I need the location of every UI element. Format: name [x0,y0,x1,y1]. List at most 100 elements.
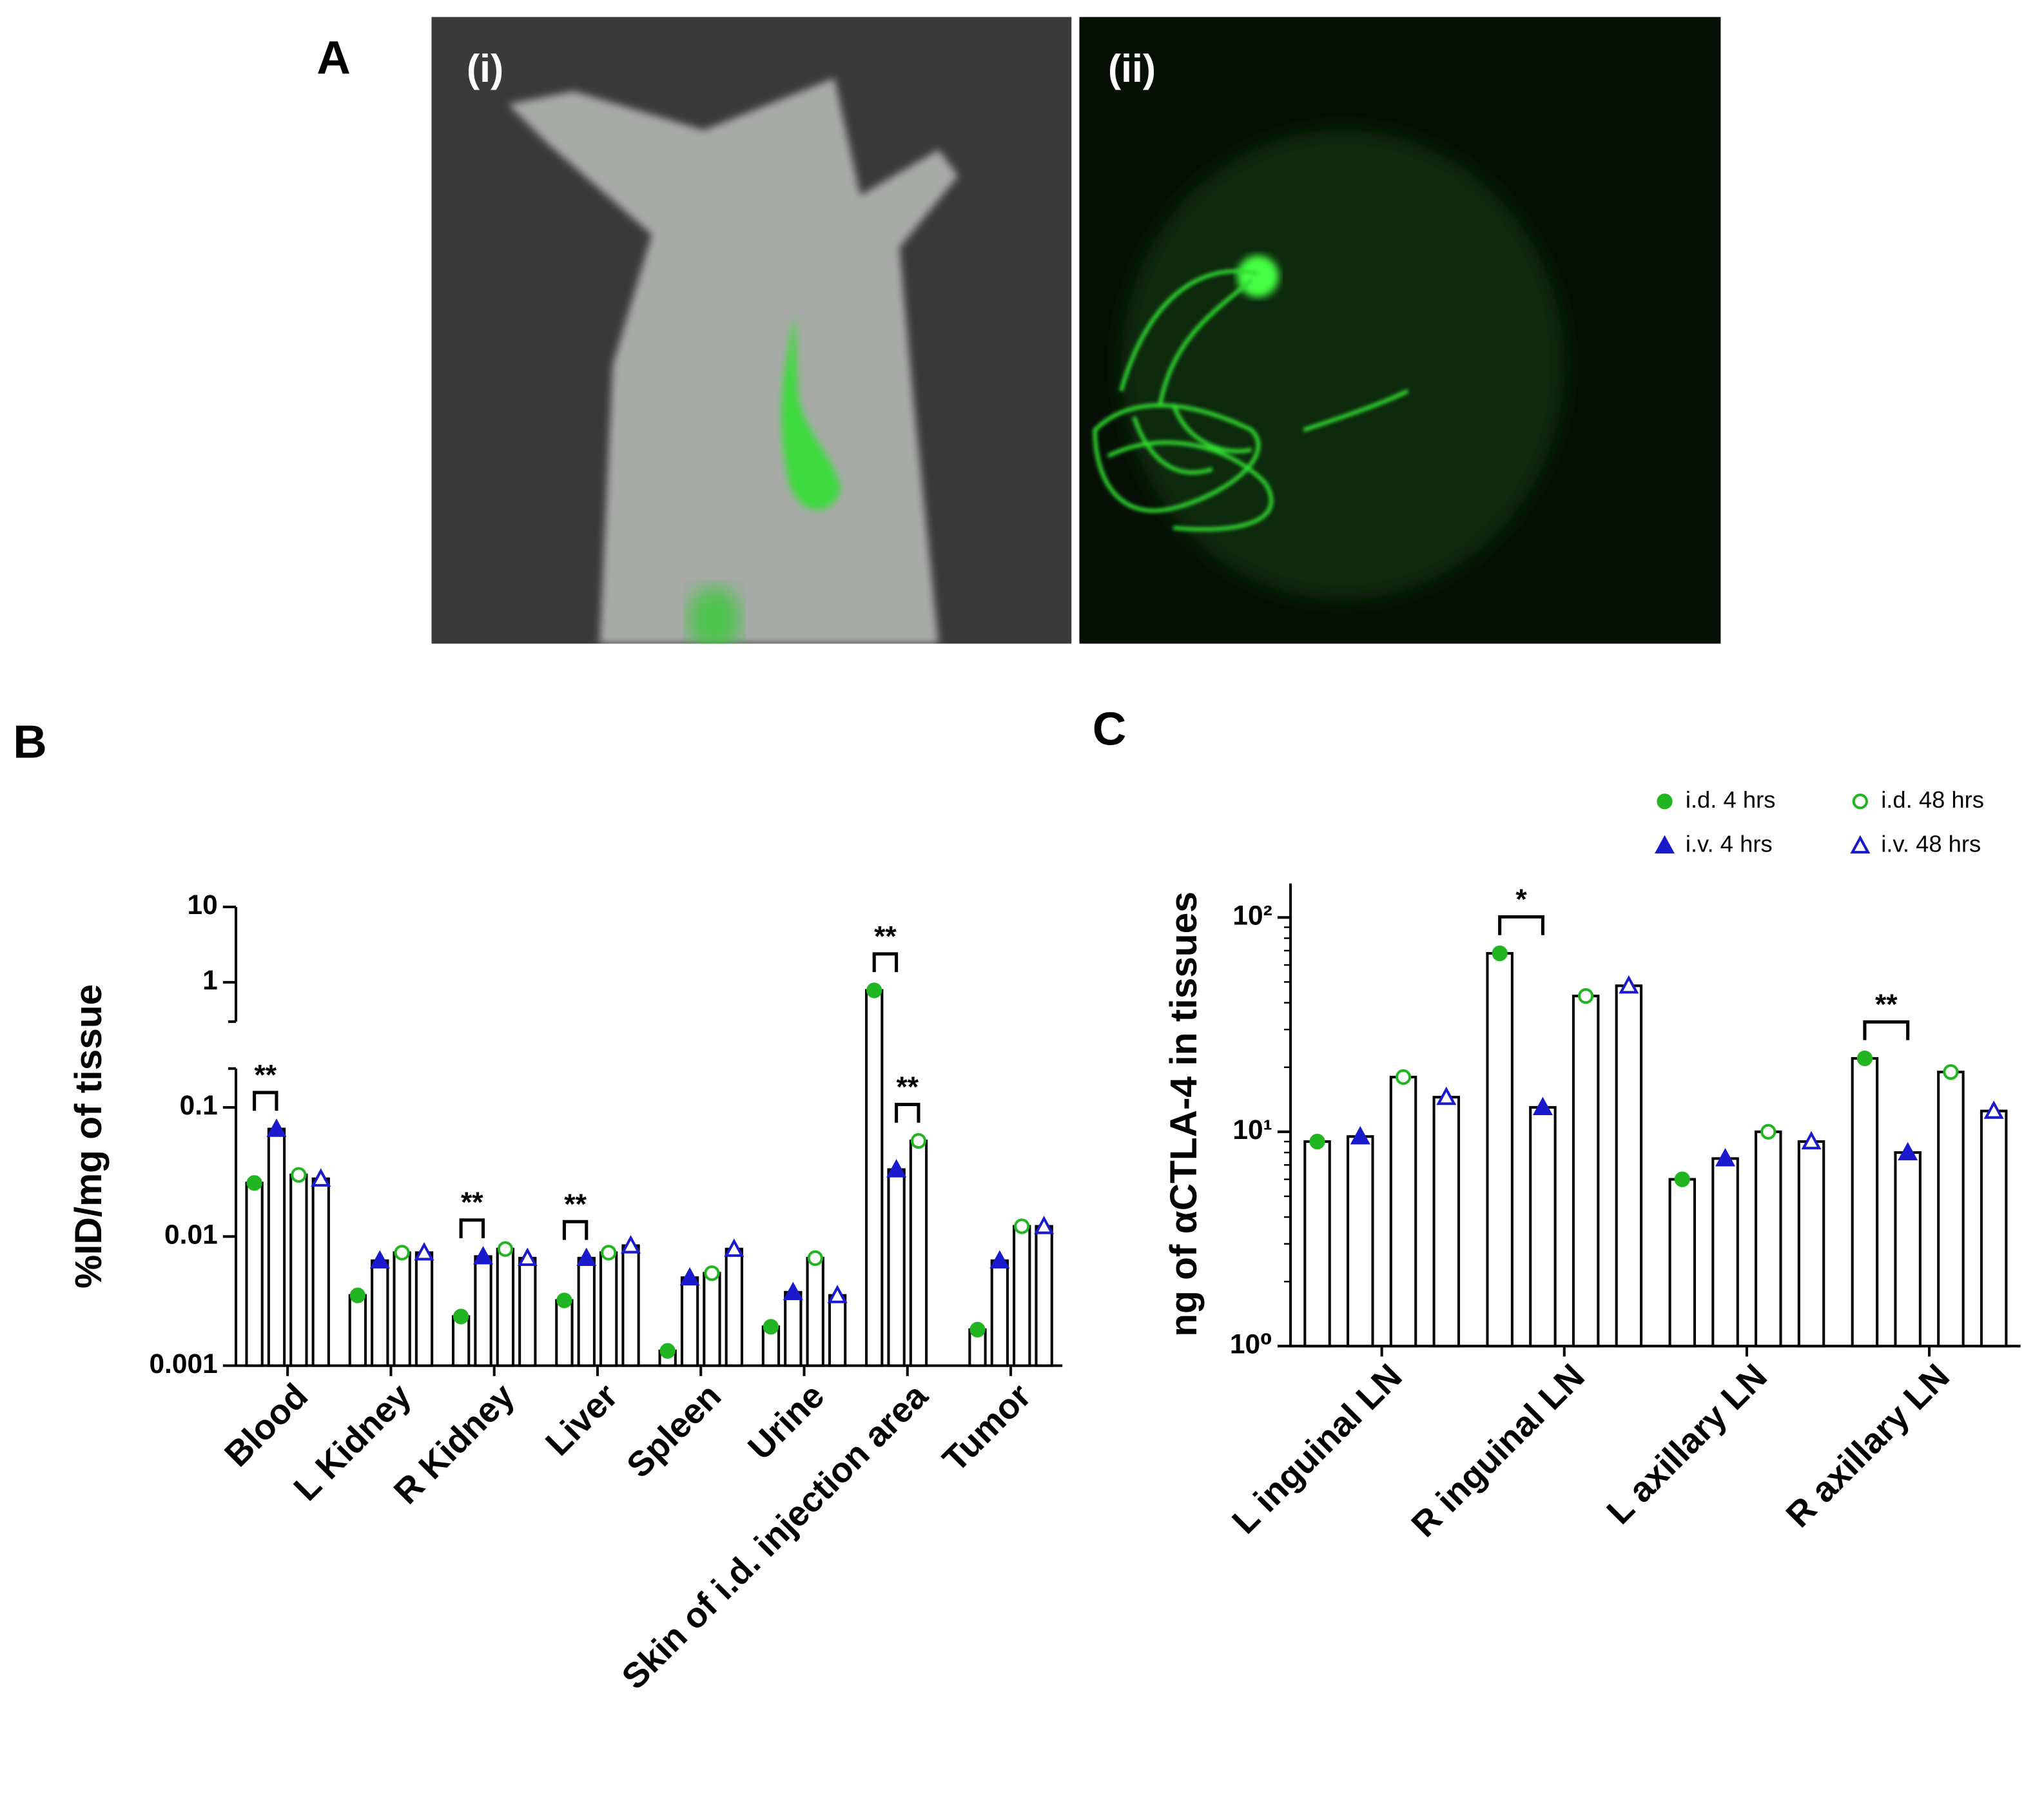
point-marker [1898,1142,1918,1161]
point-marker [866,982,882,998]
significance-label: ** [896,1071,919,1103]
y-tick-label: 0.01 [164,1220,218,1250]
point-marker [291,1167,307,1183]
y-tick-label: 0.1 [180,1090,218,1120]
point-marker [394,1245,410,1261]
y-tick-label: 1 [202,965,218,995]
point-marker [807,1250,823,1267]
y-tick-label: 10⁰ [1230,1329,1272,1359]
point-marker [989,1250,1010,1269]
panel-label: B [13,716,47,768]
bar [474,1255,492,1367]
point-marker [679,1267,700,1286]
legend-label: i.d. 4 hrs [1686,786,1776,813]
x-tick-label: Tumor [935,1376,1038,1479]
panel-label: A [316,32,351,84]
y-tick-label: 0.001 [149,1348,217,1379]
point-marker [704,1265,720,1281]
bar [599,1251,618,1367]
significance-bracket [459,1218,485,1239]
y-axis-label: ng of αCTLA-4 in tissues [1163,891,1205,1337]
bar [1615,984,1643,1348]
image-label: (i) [467,46,503,90]
bar [725,1247,743,1367]
point-marker [453,1309,469,1325]
significance-label: ** [564,1189,587,1220]
bar [990,1259,1009,1367]
bar [496,1247,515,1367]
x-tick-label: Urine [741,1376,832,1468]
bar [1013,1225,1031,1367]
bar [909,1139,928,1367]
x-tick-label: Spleen [619,1376,729,1486]
point-marker [763,1319,779,1335]
bar [1572,995,1600,1348]
point-marker [414,1241,434,1261]
significance-label: ** [874,920,897,952]
point-marker [246,1175,262,1191]
point-marker [827,1285,848,1303]
point-marker [1436,1086,1457,1105]
significance-label: * [1515,884,1527,915]
point-marker [517,1247,538,1267]
bar [806,1256,824,1367]
bar [865,989,884,1367]
x-tick-label: L axillary LN [1599,1356,1775,1532]
bar [371,1259,389,1367]
point-marker [266,1118,287,1137]
point-marker [1034,1216,1055,1234]
photo-ii [1079,17,1721,644]
x-tick-label: R inguinal LN [1404,1356,1592,1544]
point-marker [1309,1133,1325,1150]
y-axis-label: %ID/mg of tissue [68,984,110,1289]
bar [1755,1130,1782,1348]
point-marker [556,1292,572,1309]
bar [1980,1109,2008,1348]
y-tick-label: 10² [1232,900,1272,931]
point-marker [576,1247,597,1267]
bar [348,1294,367,1367]
point-marker [886,1159,907,1178]
point-marker [910,1133,927,1149]
point-marker [621,1235,641,1254]
significance-bracket [562,1220,589,1240]
bar [1894,1151,1922,1348]
bar [621,1244,640,1367]
bar [1432,1096,1460,1348]
point-marker [1578,988,1594,1004]
bar [1668,1178,1697,1348]
point-marker [1943,1064,1959,1080]
point-marker [1395,1069,1412,1085]
significance-label: ** [254,1059,277,1091]
point-marker [472,1246,494,1265]
significance-bracket [253,1091,278,1111]
bar [1347,1135,1374,1348]
significance-label: ** [1875,989,1898,1020]
legend-marker [1850,835,1871,854]
point-marker [1715,1147,1736,1167]
point-marker [369,1250,390,1269]
legend-label: i.v. 4 hrs [1686,831,1773,857]
x-tick-label: Liver [538,1376,625,1463]
x-tick-label: L inguinal LN [1225,1356,1410,1541]
point-marker [1532,1096,1553,1116]
point-marker [1492,945,1508,962]
bar [1797,1140,1825,1348]
bar [1851,1056,1879,1348]
bar [1486,951,1514,1348]
point-marker [1801,1131,1822,1150]
point-marker [1856,1050,1873,1067]
point-marker [1983,1100,2004,1119]
bar [267,1127,286,1367]
bar [1389,1075,1417,1348]
bar [887,1168,906,1367]
bar [703,1272,721,1367]
panel-label: C [1093,703,1127,755]
point-marker [349,1287,366,1303]
legend-marker [1657,793,1673,810]
bar [828,1294,847,1367]
point-marker [724,1238,745,1257]
x-tick-label: Blood [217,1376,315,1474]
bar [1711,1157,1739,1348]
